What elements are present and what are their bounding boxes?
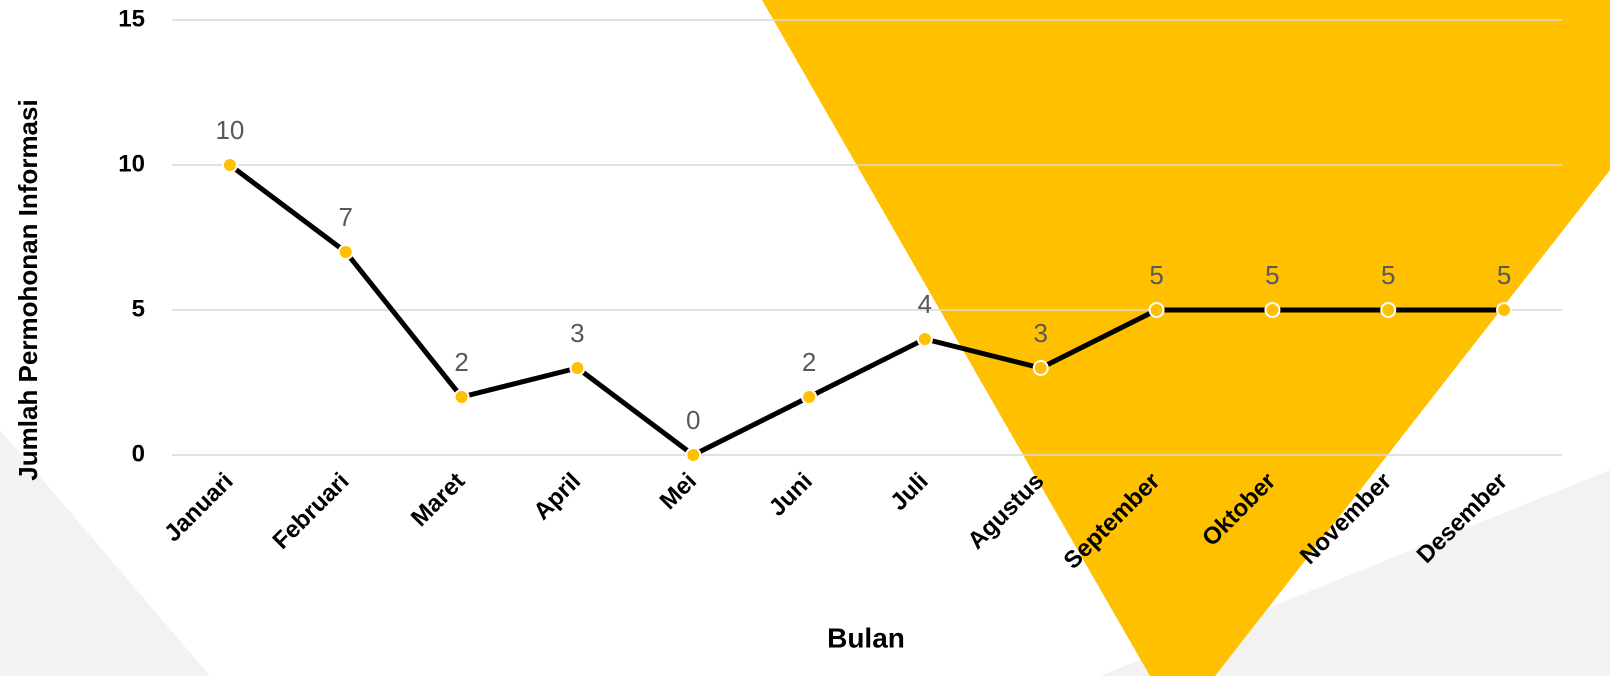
line: [228, 163, 1505, 458]
y-tick-label: 15: [118, 5, 145, 32]
data-label: 0: [686, 405, 700, 435]
y-tick-label: 5: [132, 295, 145, 322]
x-tick-label: Agustus: [963, 468, 1050, 555]
marker: [453, 389, 470, 405]
marker: [916, 331, 933, 347]
x-axis-title: Bulan: [827, 622, 905, 653]
marker: [569, 360, 586, 376]
x-tick-label: Februari: [267, 468, 354, 555]
marker: [685, 447, 702, 463]
x-tick-label: Maret: [406, 468, 470, 532]
x-tick-label: Mei: [655, 468, 702, 515]
marker: [221, 157, 238, 173]
marker: [1264, 302, 1281, 318]
marker: [1380, 302, 1397, 318]
x-tick-label: Januari: [159, 468, 238, 547]
data-label: 5: [1381, 260, 1395, 290]
data-label: 3: [1034, 318, 1048, 348]
data-label: 5: [1265, 260, 1279, 290]
data-label: 5: [1497, 260, 1511, 290]
y-tick-label: 0: [132, 440, 145, 467]
data-label: 2: [802, 347, 816, 377]
y-tick-label: 10: [118, 150, 145, 177]
data-label: 2: [454, 347, 468, 377]
data-label: 10: [215, 115, 244, 145]
data-label: 7: [339, 202, 353, 232]
marker: [1148, 302, 1165, 318]
marker: [801, 389, 818, 405]
background-shape: [0, 430, 210, 676]
marker: [337, 244, 354, 260]
y-axis-title: Jumlah Permohonan Informasi: [13, 99, 43, 480]
data-label: 4: [918, 289, 932, 319]
data-label: 5: [1149, 260, 1163, 290]
marker: [1496, 302, 1513, 318]
data-label: 3: [570, 318, 584, 348]
x-tick-label: April: [528, 468, 586, 526]
background-triangle: [762, 0, 1610, 676]
x-tick-label: Juli: [885, 468, 933, 516]
x-tick-label: Juni: [764, 468, 818, 522]
marker: [1032, 360, 1049, 376]
